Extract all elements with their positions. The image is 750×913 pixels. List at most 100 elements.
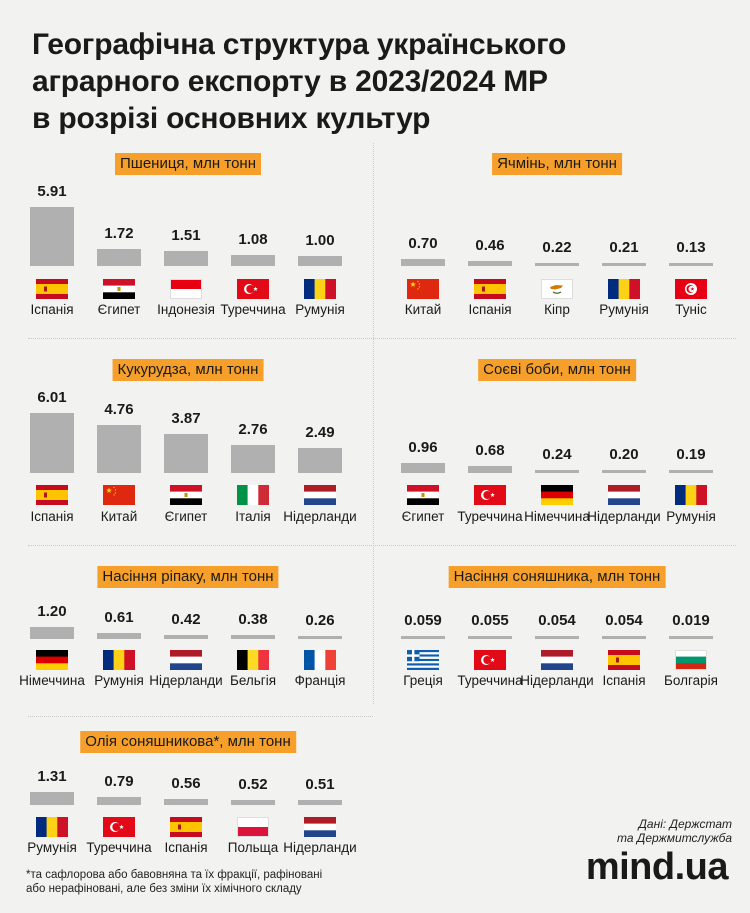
bar-2-3: [535, 263, 579, 266]
bar-2-4: [602, 263, 646, 266]
bar-3-3: [164, 434, 208, 473]
source-line-2: та Держмитслужба: [617, 831, 732, 845]
china-flag-icon: [103, 485, 135, 505]
country-label-1-4: Туреччина: [220, 302, 286, 317]
value-label-5-3: 0.42: [171, 610, 201, 628]
bar-1-2: [97, 248, 141, 266]
romania-flag-icon: [608, 279, 640, 299]
value-label-1-3: 1.51: [171, 226, 201, 244]
country-label-3-5: Нідерланди: [283, 509, 357, 524]
value-label-5-1: 1.20: [37, 603, 67, 621]
bar-3-4: [231, 445, 275, 473]
bar-1-1: [30, 206, 74, 266]
bar-5-4: [231, 635, 275, 639]
footnote: *та сафлорова або бавовняна та їх фракці…: [26, 868, 322, 896]
turkey-flag-icon: [103, 817, 135, 837]
country-label-6-3: Нідерланди: [520, 673, 594, 688]
value-label-6-1: 0.059: [404, 612, 442, 629]
page-title: Географічна структура українського аграр…: [32, 26, 672, 137]
country-label-7-2: Туреччина: [86, 840, 152, 855]
bar-4-3: [535, 470, 579, 473]
egypt-flag-icon: [407, 485, 439, 505]
country-label-2-2: Іспанія: [468, 302, 512, 317]
country-label-4-2: Туреччина: [457, 509, 523, 524]
bar-6-2: [468, 636, 512, 639]
country-label-6-2: Туреччина: [457, 673, 523, 688]
germany-flag-icon: [36, 650, 68, 670]
spain-flag-icon: [36, 279, 68, 299]
value-label-3-4: 2.76: [238, 421, 268, 439]
bar-5-5: [298, 636, 342, 639]
romania-flag-icon: [675, 485, 707, 505]
poland-flag-icon: [237, 817, 269, 837]
country-label-5-2: Румунія: [94, 673, 144, 688]
value-label-6-4: 0.054: [605, 612, 643, 629]
value-label-3-1: 6.01: [37, 389, 67, 406]
country-label-1-5: Румунія: [295, 302, 345, 317]
country-label-5-5: Франція: [294, 673, 346, 688]
greece-flag-icon: [407, 650, 439, 670]
country-label-1-2: Єгипет: [97, 302, 141, 317]
country-label-5-1: Німеччина: [19, 673, 85, 688]
value-label-4-3: 0.24: [542, 446, 572, 463]
chart-title-2: Ячмінь, млн тонн: [492, 153, 622, 175]
value-label-4-2: 0.68: [475, 442, 505, 460]
france-flag-icon: [304, 650, 336, 670]
value-label-7-4: 0.52: [238, 775, 268, 793]
bar-2-2: [468, 261, 512, 266]
germany-flag-icon: [541, 485, 573, 505]
value-label-1-4: 1.08: [238, 231, 268, 249]
turkey-flag-icon: [474, 650, 506, 670]
value-label-4-5: 0.19: [676, 446, 706, 463]
value-label-2-5: 0.13: [676, 239, 706, 256]
spain-flag-icon: [36, 485, 68, 505]
value-label-4-4: 0.20: [609, 446, 639, 463]
bar-7-5: [298, 799, 342, 805]
chart-title-7: Олія соняшникова*, млн тонн: [80, 731, 296, 753]
title-line-2: аграрного експорту в 2023/2024 МР: [32, 65, 548, 98]
bar-1-4: [231, 255, 275, 266]
bar-1-5: [298, 256, 342, 266]
country-label-2-1: Китай: [404, 302, 442, 317]
row-divider-1: [28, 338, 736, 339]
romania-flag-icon: [36, 817, 68, 837]
value-label-7-2: 0.79: [104, 773, 134, 791]
spain-flag-icon: [474, 279, 506, 299]
bar-7-3: [164, 799, 208, 805]
chart-title-4: Соєві боби, млн тонн: [478, 359, 636, 381]
country-label-1-1: Іспанія: [30, 302, 74, 317]
country-label-6-4: Іспанія: [602, 673, 646, 688]
value-label-5-2: 0.61: [104, 608, 134, 626]
value-label-3-5: 2.49: [305, 424, 335, 442]
bar-5-1: [30, 627, 74, 639]
value-label-6-2: 0.055: [471, 612, 509, 629]
country-label-1-3: Індонезія: [157, 302, 215, 317]
country-label-4-3: Німеччина: [524, 509, 590, 524]
country-label-4-4: Нідерланди: [587, 509, 661, 524]
bar-6-4: [602, 636, 646, 639]
column-divider: [373, 143, 374, 704]
bar-4-5: [669, 470, 713, 473]
netherlands-flag-icon: [608, 485, 640, 505]
italy-flag-icon: [237, 485, 269, 505]
value-label-2-3: 0.22: [542, 239, 572, 256]
value-label-2-1: 0.70: [408, 235, 438, 252]
value-label-7-3: 0.56: [171, 775, 201, 793]
country-label-3-1: Іспанія: [30, 509, 74, 524]
bar-4-4: [602, 470, 646, 473]
chart-title-5: Насіння ріпаку, млн тонн: [97, 566, 279, 588]
bulgaria-flag-icon: [675, 650, 707, 670]
country-label-4-1: Єгипет: [401, 509, 445, 524]
country-label-3-2: Китай: [100, 509, 138, 524]
value-label-7-5: 0.51: [305, 775, 335, 793]
value-label-3-2: 4.76: [104, 401, 134, 419]
bar-6-1: [401, 636, 445, 639]
netherlands-flag-icon: [170, 650, 202, 670]
egypt-flag-icon: [170, 485, 202, 505]
china-flag-icon: [407, 279, 439, 299]
country-label-5-4: Бельгія: [229, 673, 277, 688]
data-source: Дані: Держстат та Держмитслужба: [617, 817, 732, 845]
netherlands-flag-icon: [541, 650, 573, 670]
cyprus-flag-icon: [541, 279, 573, 299]
spain-flag-icon: [608, 650, 640, 670]
